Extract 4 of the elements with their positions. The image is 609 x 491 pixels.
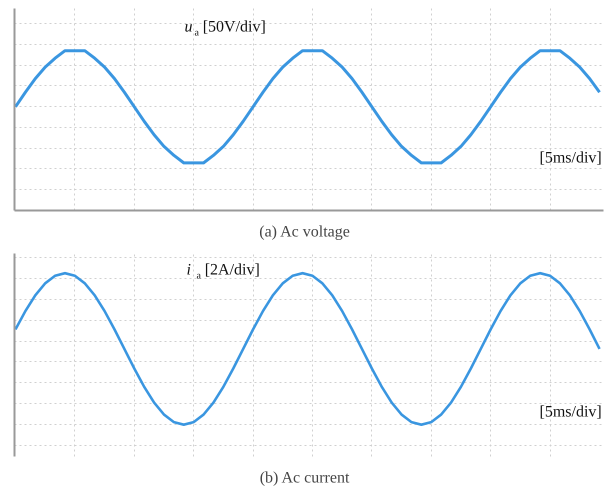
text: (a) Ac voltage	[259, 224, 350, 240]
annotation: [5ms/div]	[540, 150, 602, 166]
annotation: [5ms/div]	[540, 404, 602, 420]
text: (b) Ac current	[260, 470, 350, 486]
